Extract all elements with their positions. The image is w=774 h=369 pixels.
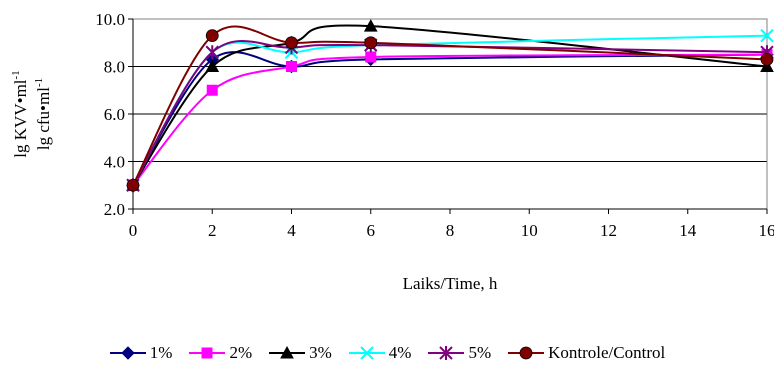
legend-swatch bbox=[508, 346, 545, 360]
data-point bbox=[365, 51, 377, 63]
series-2 bbox=[127, 49, 773, 191]
data-point bbox=[285, 36, 298, 50]
legend-label: Kontrole/Control bbox=[548, 343, 666, 362]
x-tick-label: 0 bbox=[129, 221, 138, 240]
series-5 bbox=[126, 38, 774, 193]
legend-label: 4% bbox=[388, 343, 412, 362]
legend-swatch bbox=[109, 346, 146, 360]
legend-swatch bbox=[269, 345, 306, 359]
data-point bbox=[205, 29, 219, 43]
y-tick-label: 4.0 bbox=[104, 153, 125, 172]
legend-swatch bbox=[189, 347, 226, 359]
y-tick-label: 8.0 bbox=[104, 58, 125, 77]
series-6 bbox=[126, 25, 774, 192]
legend-item: 4% bbox=[348, 343, 412, 363]
legend: 1% 2% 3% 4% 5% Kontrole/Control bbox=[0, 340, 774, 366]
series-line bbox=[132, 51, 768, 186]
series-line bbox=[132, 53, 768, 186]
legend-swatch bbox=[428, 346, 465, 360]
legend-item: Kontrole/Control bbox=[507, 343, 665, 363]
y-axis-label: lg KVV•ml-1lg cfu•ml-1 bbox=[10, 70, 53, 157]
legend-label: 3% bbox=[309, 343, 332, 362]
series-line bbox=[132, 25, 768, 186]
x-tick-label: 8 bbox=[446, 221, 455, 240]
x-tick-label: 16 bbox=[759, 221, 774, 240]
data-point bbox=[206, 84, 218, 96]
series-group bbox=[126, 19, 774, 193]
series-line bbox=[132, 24, 768, 186]
y-axis-label-text: lg KVV•ml bbox=[11, 79, 30, 157]
data-point bbox=[364, 36, 378, 50]
data-point bbox=[760, 28, 774, 43]
legend-item: 2% bbox=[188, 343, 252, 363]
y-axis-label-text: lg cfu•ml bbox=[34, 87, 53, 150]
y-axis-label-line: lg cfu•ml-1 bbox=[33, 78, 53, 150]
x-tick-label: 14 bbox=[679, 221, 697, 240]
series-line bbox=[132, 40, 768, 186]
legend-item: 3% bbox=[268, 343, 332, 363]
y-tick-label: 10.0 bbox=[95, 10, 125, 29]
grid-lines bbox=[133, 66, 767, 162]
x-tick-label: 4 bbox=[287, 221, 296, 240]
data-point bbox=[126, 178, 140, 192]
x-tick-label: 10 bbox=[521, 221, 538, 240]
y-axis-label-superscript: -1 bbox=[10, 70, 22, 79]
x-tick-label: 6 bbox=[367, 221, 376, 240]
x-axis-label: Laiks/Time, h bbox=[403, 274, 498, 293]
data-point bbox=[205, 45, 219, 60]
series-1 bbox=[126, 47, 774, 192]
data-point bbox=[760, 59, 774, 72]
data-point bbox=[760, 52, 774, 66]
axes: 2.0 4.0 6.0 8.0 10.0 0 2 4 6 8 10 12 14 16 bbox=[95, 10, 774, 240]
data-point bbox=[205, 59, 220, 72]
x-tick-label: 2 bbox=[208, 221, 217, 240]
legend-item: 1% bbox=[109, 343, 173, 363]
legend-item: 5% bbox=[427, 343, 491, 363]
y-tick-label: 6.0 bbox=[104, 105, 125, 124]
legend-swatch bbox=[348, 346, 385, 360]
line-chart: 2.0 4.0 6.0 8.0 10.0 0 2 4 6 8 10 12 14 16 Laiks/Time… bbox=[10, 10, 774, 293]
y-tick-label: 2.0 bbox=[104, 200, 125, 219]
x-tick-label: 12 bbox=[600, 221, 617, 240]
data-point bbox=[363, 19, 378, 32]
legend-label: 5% bbox=[468, 343, 492, 362]
y-axis-label-superscript: -1 bbox=[33, 78, 45, 87]
legend-label: 2% bbox=[229, 343, 253, 362]
data-point bbox=[286, 61, 297, 72]
y-axis-label-line: lg KVV•ml-1 bbox=[10, 70, 30, 157]
legend-label: 1% bbox=[149, 343, 173, 362]
